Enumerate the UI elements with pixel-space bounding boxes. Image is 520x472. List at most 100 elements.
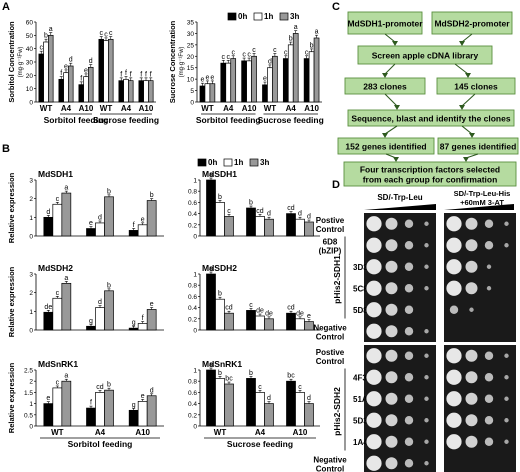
y-tick-label: 1 (193, 368, 197, 375)
panel-label-c: C (332, 1, 340, 13)
chart-b-6: 0 0.5 1 1.5 2 2.5 MdSnRK1 Relative expression e c… (7, 359, 164, 449)
flow-arrow (384, 33, 396, 43)
flow-arrow (384, 93, 398, 107)
significance-letter: a (64, 185, 68, 192)
y-tick-label: 20 (187, 54, 195, 61)
significance-letter: e (263, 76, 267, 83)
y-axis-label: Relative expression (7, 266, 16, 337)
bar (267, 67, 273, 103)
yeast-colony (385, 325, 398, 338)
legend-label-0h: 0h (208, 158, 217, 167)
significance-letter: e (150, 301, 154, 308)
significance-letter: b (249, 200, 253, 207)
row-label: (bZIP) (319, 246, 342, 255)
category-label: WT (201, 104, 214, 113)
significance-letter: e (141, 393, 145, 400)
dilution-wedge-right (444, 204, 514, 210)
x-axis-label: Sucrose feeding (227, 439, 293, 449)
significance-letter: c (242, 52, 246, 59)
legend-label-1h: 1h (264, 12, 273, 21)
bar (38, 53, 44, 103)
flow-arrow (461, 125, 473, 135)
bar (262, 84, 268, 103)
y-tick-label: 0 (29, 234, 33, 241)
significance-letter: b (310, 42, 314, 49)
yeast-colony (465, 260, 478, 273)
yeast-colony (446, 216, 462, 232)
significance-letter: cd (256, 208, 264, 215)
box-clones-left-text: 283 clones (363, 82, 407, 92)
significance-letter: f (150, 71, 152, 78)
significance-letter: f (60, 70, 62, 77)
yeast-colony (465, 239, 478, 252)
legend-swatch-0h (227, 12, 237, 21)
significance-letter: a (64, 373, 68, 380)
row-label: 5D8 (353, 306, 368, 315)
box-sequence-text: Sequence, blast and identify the clones (351, 114, 510, 124)
bar (98, 38, 104, 103)
significance-letter: b (289, 36, 293, 43)
yeast-colony (385, 260, 398, 273)
yeast-colony (404, 327, 414, 336)
plate-left (364, 345, 436, 472)
category-label: A10 (293, 428, 308, 437)
significance-letter: d (98, 214, 102, 221)
bar (225, 62, 232, 103)
bar (52, 203, 63, 237)
y-tick-label: 0.2 (188, 222, 197, 229)
bar (255, 315, 265, 331)
bar (61, 282, 72, 331)
yeast-colony (504, 375, 509, 380)
y-tick-label: 10 (26, 86, 34, 93)
yeast-colony (424, 396, 429, 401)
category-label: A10 (135, 428, 150, 437)
yeast-colony (424, 329, 429, 334)
significance-letter: g (132, 402, 136, 409)
significance-letter: a (294, 24, 298, 31)
significance-letter: d (307, 214, 311, 221)
panel-label-b: B (2, 143, 10, 155)
bar (58, 78, 64, 103)
bar (68, 65, 74, 103)
yeast-colony (424, 243, 429, 248)
bar (224, 383, 234, 427)
bar (108, 38, 114, 103)
yeast-colony (484, 416, 494, 425)
yeast-colony (404, 262, 414, 271)
y-tick-label: 30 (187, 31, 195, 38)
significance-letter: f (90, 400, 92, 407)
row-label: 3D3 (353, 263, 368, 272)
flow-arrow (384, 125, 398, 135)
feeding-label: Sorbitol feeding (196, 115, 261, 125)
bar (118, 80, 124, 103)
category-label: A4 (121, 104, 132, 113)
y-tick-label: 2.5 (24, 368, 33, 375)
y-axis-unit: (mg·g⁻¹Fw) (179, 47, 185, 78)
yeast-colony (465, 414, 478, 427)
significance-letter: d (268, 58, 272, 65)
bar (246, 60, 252, 103)
bar (48, 34, 54, 103)
bar (146, 309, 157, 331)
bar (295, 392, 305, 427)
bar (295, 218, 305, 237)
row-label: Negative (313, 323, 347, 332)
yeast-colony (366, 434, 382, 450)
y-tick-label: 0.4 (188, 211, 197, 218)
significance-letter: d (267, 395, 271, 402)
significance-letter: c (249, 302, 253, 309)
significance-letter: f (142, 315, 144, 322)
yeast-colony (385, 457, 398, 470)
legend-label-0h: 0h (238, 12, 247, 21)
significance-letter: e (89, 220, 93, 227)
significance-letter: f (125, 70, 127, 77)
significance-letter: f (120, 71, 122, 78)
row-label: 51A1 (353, 395, 373, 404)
bar (206, 273, 216, 331)
category-label: A10 (79, 104, 94, 113)
bar (264, 218, 274, 237)
y-tick-label: 30 (26, 60, 34, 67)
